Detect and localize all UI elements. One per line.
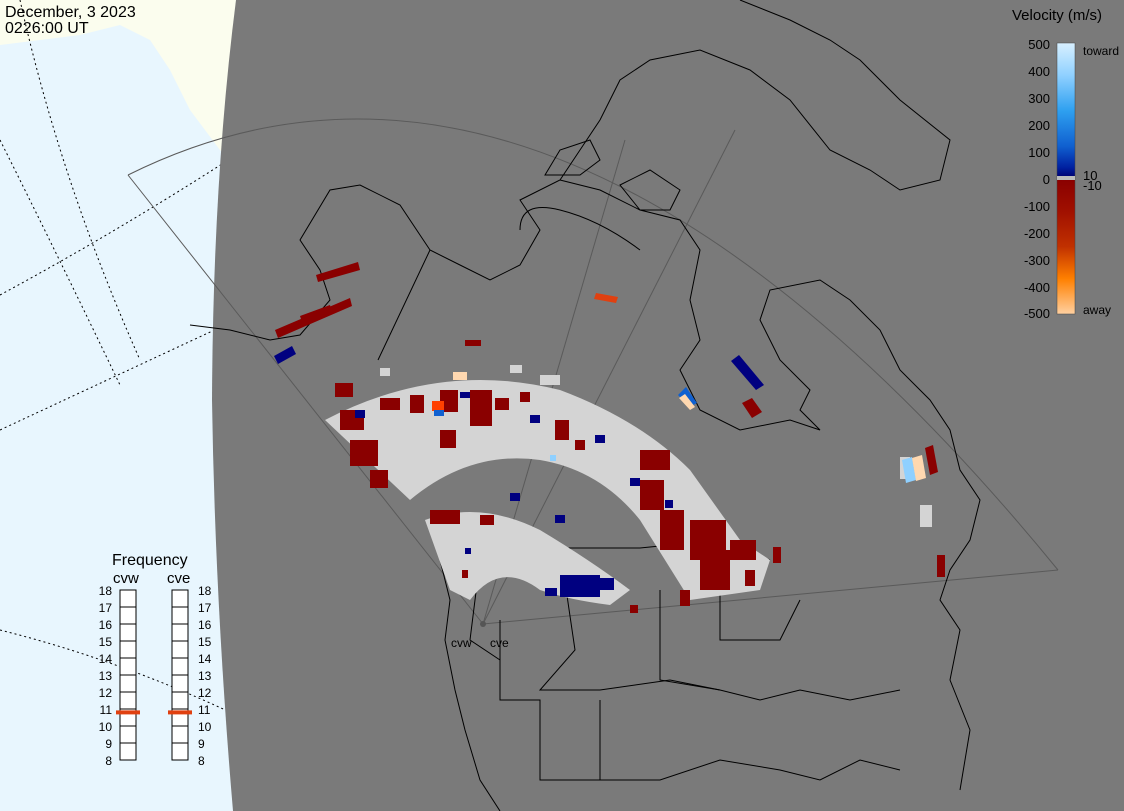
radar-label-cvw: cvw xyxy=(451,636,472,650)
map-gray-area xyxy=(212,0,1124,811)
colorbar-away-label: away xyxy=(1083,303,1111,317)
frequency-tick-label: 13 xyxy=(198,669,212,683)
colorbar-tick-label: 100 xyxy=(1028,145,1050,160)
colorbar-tick-label: -10 xyxy=(1083,178,1102,193)
frequency-tick-label: 13 xyxy=(99,669,113,683)
frequency-tick-label: 11 xyxy=(100,703,113,717)
frequency-tick-label: 18 xyxy=(99,584,113,598)
time-label: 0226:00 UT xyxy=(5,20,89,37)
colorbar-tick-label: 400 xyxy=(1028,64,1050,79)
frequency-tick-label: 9 xyxy=(105,737,112,751)
graticule-lines xyxy=(0,0,237,716)
radar-label-cve: cve xyxy=(490,636,509,650)
frequency-marker-cvw xyxy=(116,710,140,715)
colorbar-tick-label: -100 xyxy=(1024,199,1050,214)
frequency-tick-label: 12 xyxy=(99,686,113,700)
date-label: December, 3 2023 xyxy=(5,4,136,21)
frequency-tick-label: 10 xyxy=(198,720,212,734)
coastlines xyxy=(189,0,981,811)
frequency-panel: Frequency cvw cve 18 17 16 15 14 13 12 11 10 9 8 18… xyxy=(99,552,212,768)
frequency-tick-label: 16 xyxy=(198,618,212,632)
frequency-tick-label: 16 xyxy=(99,618,113,632)
highlight-cells xyxy=(432,293,926,483)
colorbar-tick-label: 0 xyxy=(1043,172,1050,187)
frequency-radar-name-cvw: cvw xyxy=(113,570,139,587)
frequency-tick-label: 14 xyxy=(198,652,212,666)
colorbar-tick-label: -300 xyxy=(1024,253,1050,268)
colorbar-toward-label: toward xyxy=(1083,44,1119,58)
colorbar-tick-label: -500 xyxy=(1024,306,1050,321)
colorbar-tick-label: 300 xyxy=(1028,91,1050,106)
frequency-title: Frequency xyxy=(112,552,188,569)
frequency-tick-label: 8 xyxy=(198,754,205,768)
yellowish-sea-ice xyxy=(0,0,236,170)
frequency-tick-label: 8 xyxy=(105,754,112,768)
frequency-marker-cve xyxy=(168,710,192,715)
colorbar-tick-label: 500 xyxy=(1028,37,1050,52)
colorbar-tick-label: -200 xyxy=(1024,226,1050,241)
frequency-tick-label: 10 xyxy=(99,720,113,734)
frequency-tick-label: 14 xyxy=(99,652,113,666)
colorbar-tick-label: -400 xyxy=(1024,280,1050,295)
frequency-tick-label: 17 xyxy=(198,601,212,615)
negative-velocity-cells xyxy=(275,262,945,613)
frequency-tick-label: 17 xyxy=(99,601,113,615)
frequency-tick-label: 9 xyxy=(198,737,205,751)
frequency-tick-label: 11 xyxy=(198,703,211,717)
frequency-radar-name-cve: cve xyxy=(167,570,190,587)
colorbar-tick-label: 200 xyxy=(1028,118,1050,133)
frequency-tick-label: 12 xyxy=(198,686,212,700)
positive-velocity-cells xyxy=(274,346,764,597)
frequency-tick-label: 15 xyxy=(99,635,113,649)
colorbar-tick-label: 10 xyxy=(1083,168,1097,183)
radar-sites: cvw cve xyxy=(451,621,509,650)
radar-site-cvw xyxy=(480,621,486,627)
frequency-tick-label: 15 xyxy=(198,635,212,649)
frequency-tick-label: 18 xyxy=(198,584,212,598)
colorbar-title: Velocity (m/s) xyxy=(1012,7,1102,24)
